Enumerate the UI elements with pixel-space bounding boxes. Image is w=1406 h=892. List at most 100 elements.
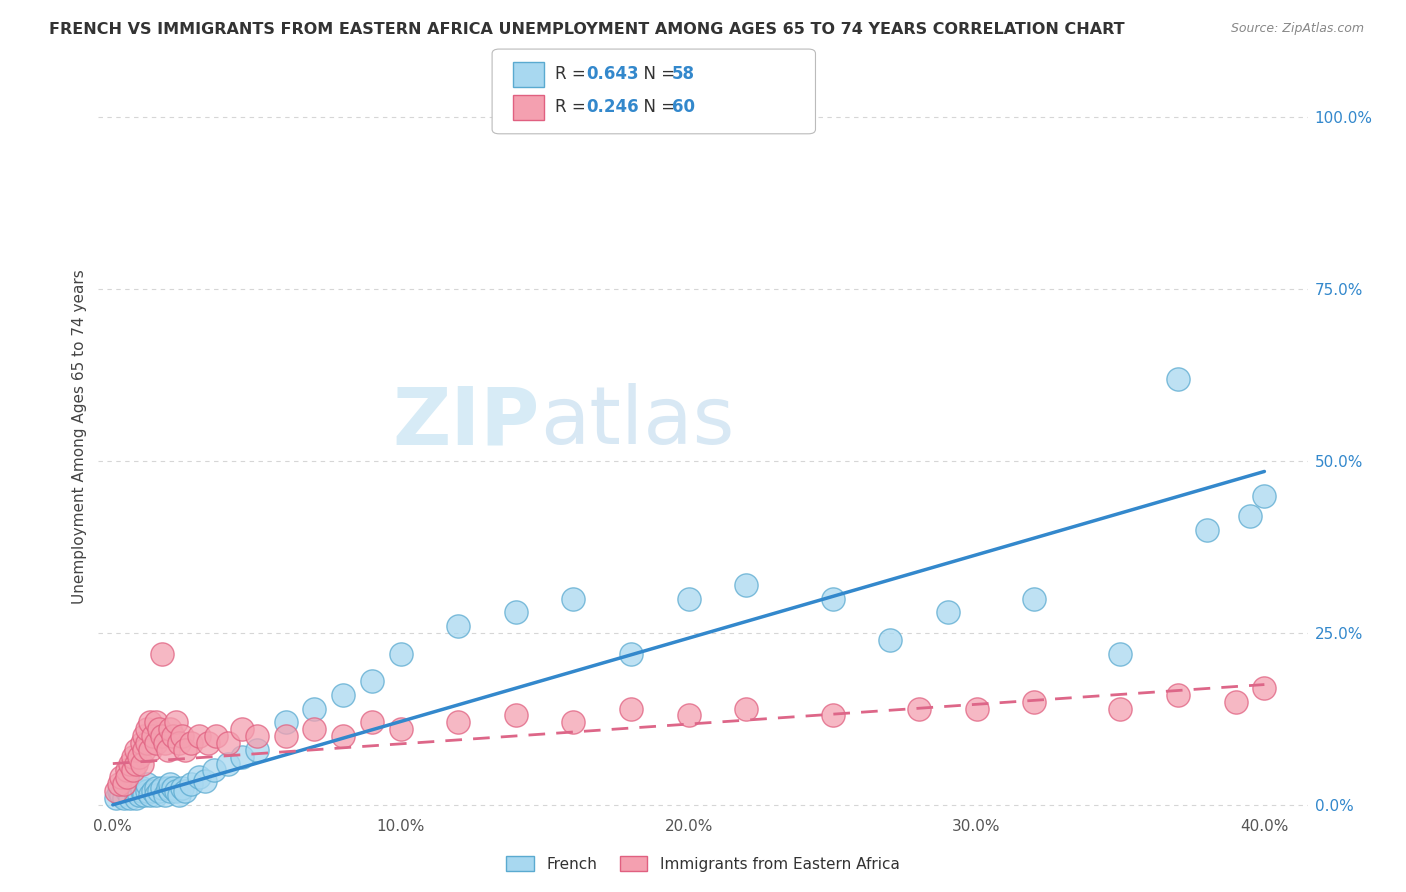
Point bbox=[188, 729, 211, 743]
Point bbox=[505, 708, 527, 723]
Point bbox=[136, 723, 159, 737]
Point bbox=[735, 578, 758, 592]
Text: 60: 60 bbox=[672, 98, 695, 116]
Point bbox=[332, 729, 354, 743]
Point bbox=[131, 756, 153, 771]
Point bbox=[139, 715, 162, 730]
Point bbox=[145, 736, 167, 750]
Point bbox=[145, 715, 167, 730]
Point bbox=[170, 780, 193, 795]
Point bbox=[136, 777, 159, 791]
Point bbox=[389, 723, 412, 737]
Point bbox=[332, 688, 354, 702]
Point bbox=[1022, 591, 1045, 606]
Point bbox=[231, 749, 253, 764]
Point bbox=[936, 606, 959, 620]
Point bbox=[125, 791, 148, 805]
Point bbox=[197, 736, 219, 750]
Point bbox=[136, 784, 159, 798]
Point bbox=[165, 784, 187, 798]
Point bbox=[122, 749, 145, 764]
Point bbox=[274, 715, 297, 730]
Point bbox=[194, 773, 217, 788]
Point bbox=[148, 784, 170, 798]
Point bbox=[1225, 695, 1247, 709]
Point bbox=[120, 756, 142, 771]
Point bbox=[107, 777, 129, 791]
Point bbox=[112, 777, 135, 791]
Point bbox=[153, 788, 176, 802]
Point bbox=[304, 701, 326, 715]
Point bbox=[361, 715, 384, 730]
Point bbox=[159, 723, 181, 737]
Point bbox=[879, 632, 901, 647]
Point bbox=[150, 729, 173, 743]
Point bbox=[125, 743, 148, 757]
Point bbox=[134, 788, 156, 802]
Text: FRENCH VS IMMIGRANTS FROM EASTERN AFRICA UNEMPLOYMENT AMONG AGES 65 TO 74 YEARS : FRENCH VS IMMIGRANTS FROM EASTERN AFRICA… bbox=[49, 22, 1125, 37]
Point bbox=[142, 729, 165, 743]
Point bbox=[125, 784, 148, 798]
Point bbox=[217, 736, 239, 750]
Point bbox=[678, 591, 700, 606]
Y-axis label: Unemployment Among Ages 65 to 74 years: Unemployment Among Ages 65 to 74 years bbox=[72, 269, 87, 605]
Point bbox=[107, 784, 129, 798]
Point bbox=[128, 749, 150, 764]
Point bbox=[104, 791, 127, 805]
Point bbox=[167, 736, 190, 750]
Point bbox=[1109, 701, 1132, 715]
Point bbox=[145, 780, 167, 795]
Point bbox=[120, 791, 142, 805]
Point bbox=[447, 619, 470, 633]
Point bbox=[908, 701, 931, 715]
Point bbox=[205, 729, 228, 743]
Point bbox=[150, 647, 173, 661]
Point bbox=[110, 788, 132, 802]
Point bbox=[562, 715, 585, 730]
Point bbox=[620, 647, 643, 661]
Point bbox=[180, 736, 202, 750]
Point bbox=[131, 780, 153, 795]
Text: R =: R = bbox=[555, 98, 592, 116]
Point bbox=[173, 784, 195, 798]
Point bbox=[1239, 509, 1261, 524]
Point bbox=[165, 715, 187, 730]
Point bbox=[678, 708, 700, 723]
Point bbox=[966, 701, 988, 715]
Point bbox=[217, 756, 239, 771]
Text: R =: R = bbox=[555, 65, 592, 83]
Point bbox=[136, 736, 159, 750]
Text: N =: N = bbox=[633, 65, 681, 83]
Point bbox=[361, 674, 384, 689]
Point bbox=[125, 756, 148, 771]
Point bbox=[735, 701, 758, 715]
Text: atlas: atlas bbox=[540, 383, 734, 461]
Point bbox=[128, 788, 150, 802]
Point bbox=[134, 729, 156, 743]
Point bbox=[1253, 681, 1275, 695]
Point bbox=[1195, 523, 1218, 537]
Point bbox=[122, 780, 145, 795]
Point bbox=[162, 729, 184, 743]
Point bbox=[180, 777, 202, 791]
Point bbox=[389, 647, 412, 661]
Text: N =: N = bbox=[633, 98, 681, 116]
Point bbox=[620, 701, 643, 715]
Point bbox=[115, 777, 138, 791]
Text: Source: ZipAtlas.com: Source: ZipAtlas.com bbox=[1230, 22, 1364, 36]
Point bbox=[148, 723, 170, 737]
Text: 0.643: 0.643 bbox=[586, 65, 638, 83]
Point bbox=[115, 770, 138, 784]
Point bbox=[447, 715, 470, 730]
Point bbox=[122, 764, 145, 778]
Point bbox=[170, 729, 193, 743]
Point bbox=[821, 708, 844, 723]
Point bbox=[162, 780, 184, 795]
Point bbox=[167, 788, 190, 802]
Text: 58: 58 bbox=[672, 65, 695, 83]
Point bbox=[159, 784, 181, 798]
Point bbox=[156, 743, 179, 757]
Point bbox=[1022, 695, 1045, 709]
Point bbox=[115, 764, 138, 778]
Point bbox=[304, 723, 326, 737]
